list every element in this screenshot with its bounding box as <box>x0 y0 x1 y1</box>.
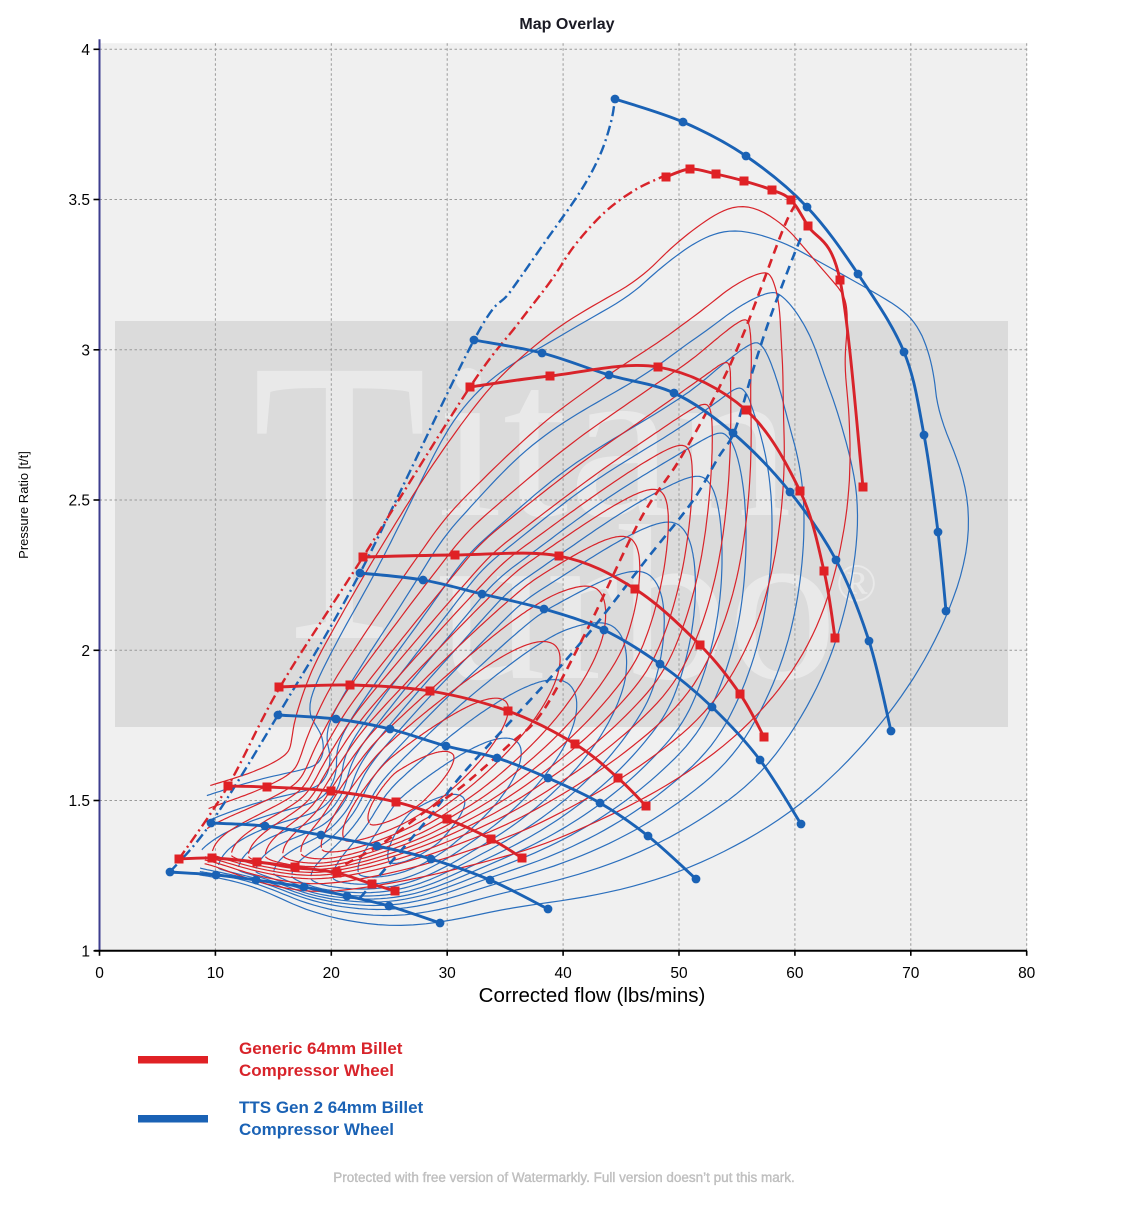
svg-text:50: 50 <box>670 965 688 982</box>
svg-text:Corrected flow (lbs/mins): Corrected flow (lbs/mins) <box>479 984 706 1007</box>
svg-text:Compressor Wheel: Compressor Wheel <box>239 1120 394 1139</box>
svg-text:30: 30 <box>439 965 457 982</box>
svg-text:Compressor Wheel: Compressor Wheel <box>239 1061 394 1080</box>
svg-text:TTS Gen 2 64mm Billet: TTS Gen 2 64mm Billet <box>239 1098 424 1117</box>
svg-text:80: 80 <box>1018 965 1036 982</box>
svg-text:3.5: 3.5 <box>68 192 90 209</box>
svg-text:0: 0 <box>95 965 104 982</box>
svg-text:Protected with free version of: Protected with free version of Watermark… <box>333 1170 794 1185</box>
svg-text:10: 10 <box>207 965 225 982</box>
svg-text:Generic 64mm Billet: Generic 64mm Billet <box>239 1039 403 1058</box>
svg-text:20: 20 <box>323 965 341 982</box>
svg-text:3: 3 <box>81 342 90 359</box>
svg-text:Map Overlay: Map Overlay <box>519 16 614 33</box>
svg-text:2.5: 2.5 <box>68 493 90 510</box>
svg-text:Pressure Ratio [t/t]: Pressure Ratio [t/t] <box>16 451 31 559</box>
svg-text:4: 4 <box>81 42 90 59</box>
svg-text:60: 60 <box>786 965 804 982</box>
svg-text:40: 40 <box>554 965 572 982</box>
svg-text:1.5: 1.5 <box>68 793 90 810</box>
svg-text:70: 70 <box>902 965 920 982</box>
svg-text:1: 1 <box>81 943 90 960</box>
svg-text:2: 2 <box>81 643 90 660</box>
